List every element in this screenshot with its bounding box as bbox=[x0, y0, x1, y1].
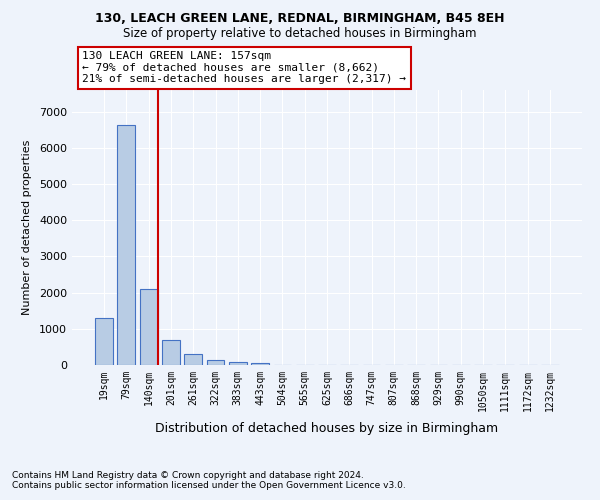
Bar bbox=[184, 354, 202, 365]
Text: Contains HM Land Registry data © Crown copyright and database right 2024.: Contains HM Land Registry data © Crown c… bbox=[12, 471, 364, 480]
Text: Size of property relative to detached houses in Birmingham: Size of property relative to detached ho… bbox=[123, 28, 477, 40]
Text: Contains public sector information licensed under the Open Government Licence v3: Contains public sector information licen… bbox=[12, 481, 406, 490]
Bar bbox=[206, 360, 224, 365]
Bar bbox=[162, 340, 180, 365]
Y-axis label: Number of detached properties: Number of detached properties bbox=[22, 140, 32, 315]
Bar bbox=[229, 362, 247, 365]
X-axis label: Distribution of detached houses by size in Birmingham: Distribution of detached houses by size … bbox=[155, 422, 499, 435]
Bar bbox=[95, 318, 113, 365]
Text: 130 LEACH GREEN LANE: 157sqm
← 79% of detached houses are smaller (8,662)
21% of: 130 LEACH GREEN LANE: 157sqm ← 79% of de… bbox=[82, 52, 406, 84]
Bar bbox=[251, 363, 269, 365]
Bar bbox=[118, 126, 136, 365]
Bar bbox=[140, 289, 158, 365]
Text: 130, LEACH GREEN LANE, REDNAL, BIRMINGHAM, B45 8EH: 130, LEACH GREEN LANE, REDNAL, BIRMINGHA… bbox=[95, 12, 505, 26]
